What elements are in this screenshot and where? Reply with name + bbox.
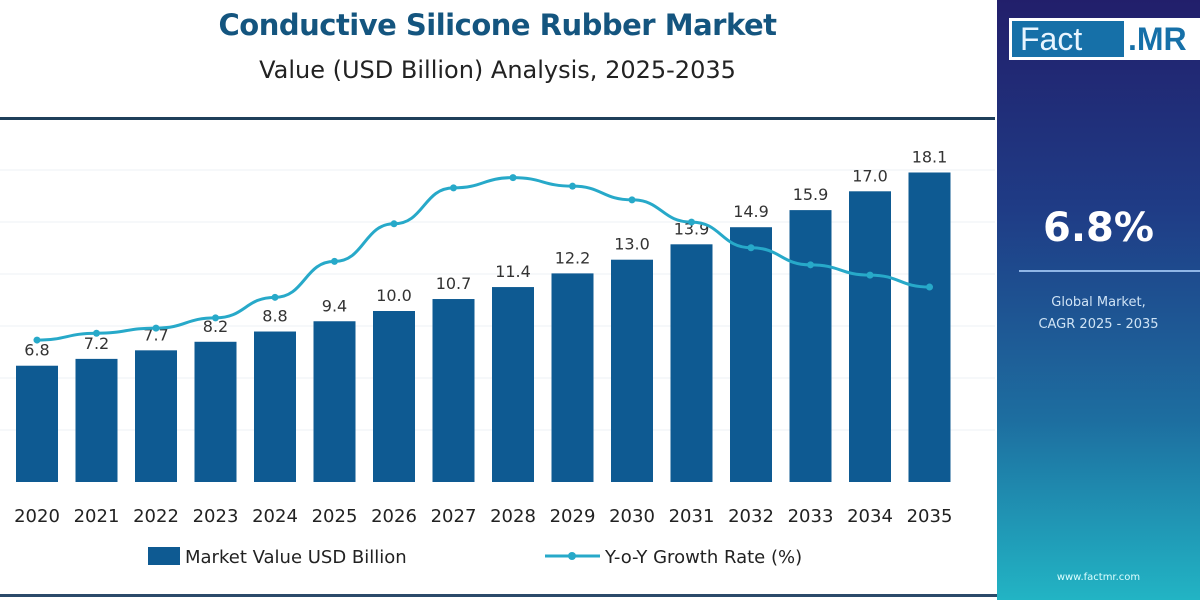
x-tick-label: 2031	[669, 506, 715, 527]
x-tick-label: 2020	[14, 506, 60, 527]
logo-right: .MR	[1128, 21, 1187, 57]
growth-point	[93, 329, 100, 337]
x-tick-label: 2023	[193, 506, 239, 527]
bar	[730, 227, 772, 482]
legend-line-label: Y-o-Y Growth Rate (%)	[604, 547, 802, 568]
x-tick-label: 2022	[133, 506, 179, 527]
cagr-value: 6.8%	[1043, 205, 1154, 251]
chart: 6.8 2020 7.2 2021 7.7 2022 8.2 2023 8.8 2024 9.4 20…	[0, 147, 995, 568]
x-tick-label: 2034	[847, 506, 893, 527]
x-tick-label: 2025	[312, 506, 358, 527]
bar	[908, 172, 951, 483]
growth-point	[33, 336, 41, 344]
bar	[194, 341, 237, 482]
bottom-border	[0, 594, 997, 597]
growth-point	[688, 218, 695, 226]
x-tick-label: 2033	[788, 506, 834, 527]
growth-point	[390, 220, 398, 228]
data-label: 6.8	[24, 341, 49, 360]
x-tick-label: 2029	[550, 506, 596, 527]
data-label: 15.9	[793, 185, 829, 204]
x-tick-label: 2026	[371, 506, 417, 527]
data-label: 14.9	[733, 202, 769, 221]
panel-divider	[1019, 270, 1200, 272]
data-label: 9.4	[322, 296, 347, 315]
bar	[670, 244, 713, 482]
growth-point	[152, 324, 160, 332]
cagr-label-line2: CAGR 2025 - 2035	[1038, 317, 1159, 332]
bar	[492, 287, 534, 482]
bar	[373, 311, 415, 482]
legend-bar-swatch	[148, 547, 180, 565]
growth-point	[569, 182, 576, 190]
data-label: 8.2	[203, 317, 228, 336]
growth-point	[628, 196, 636, 204]
chart-title: Conductive Silicone Rubber Market	[218, 8, 777, 42]
bar	[849, 191, 891, 483]
data-label: 18.1	[912, 147, 948, 166]
growth-point	[271, 293, 279, 301]
growth-point	[212, 314, 219, 322]
website: www.factmr.com	[1056, 572, 1141, 583]
x-tick-label: 2028	[490, 506, 536, 527]
x-tick-label: 2024	[252, 506, 298, 527]
growth-point	[450, 184, 457, 192]
legend-line-marker	[568, 552, 576, 560]
growth-point	[866, 271, 874, 279]
data-label: 17.0	[852, 166, 888, 185]
data-label: 10.7	[436, 274, 472, 293]
bar	[254, 331, 296, 482]
bar	[16, 365, 58, 482]
bar	[135, 350, 177, 482]
divider	[0, 117, 995, 120]
side-panel: Fact .MR 6.8% Global Market, CAGR 2025 -…	[997, 0, 1200, 600]
legend-bar-label: Market Value USD Billion	[185, 547, 407, 568]
data-label: 7.2	[84, 334, 109, 353]
x-tick-label: 2030	[609, 506, 655, 527]
chart-subtitle: Value (USD Billion) Analysis, 2025-2035	[259, 56, 736, 84]
data-label: 11.4	[495, 262, 531, 281]
data-label: 10.0	[376, 286, 412, 305]
data-label: 13.0	[614, 235, 650, 254]
data-label: 12.2	[555, 248, 591, 267]
bar	[789, 210, 832, 483]
growth-point	[807, 261, 814, 269]
cagr-label: Global Market, CAGR 2025 - 2035	[997, 292, 1200, 336]
x-tick-label: 2027	[431, 506, 477, 527]
bar	[313, 321, 356, 482]
bar	[611, 259, 653, 482]
data-label: 7.7	[143, 325, 168, 344]
growth-line	[36, 176, 930, 342]
bar	[432, 299, 475, 482]
growth-point	[747, 244, 755, 252]
bar	[75, 358, 118, 482]
growth-point	[509, 174, 517, 182]
bar	[551, 273, 594, 482]
x-tick-label: 2032	[728, 506, 774, 527]
growth-point	[926, 283, 933, 291]
data-label: 8.8	[262, 307, 287, 326]
x-tick-label: 2035	[907, 506, 953, 527]
x-tick-label: 2021	[74, 506, 120, 527]
cagr-label-line1: Global Market,	[1051, 295, 1146, 310]
logo-left: Fact	[1012, 21, 1124, 57]
factmr-logo: Fact .MR	[1009, 18, 1200, 60]
growth-point	[331, 257, 338, 265]
